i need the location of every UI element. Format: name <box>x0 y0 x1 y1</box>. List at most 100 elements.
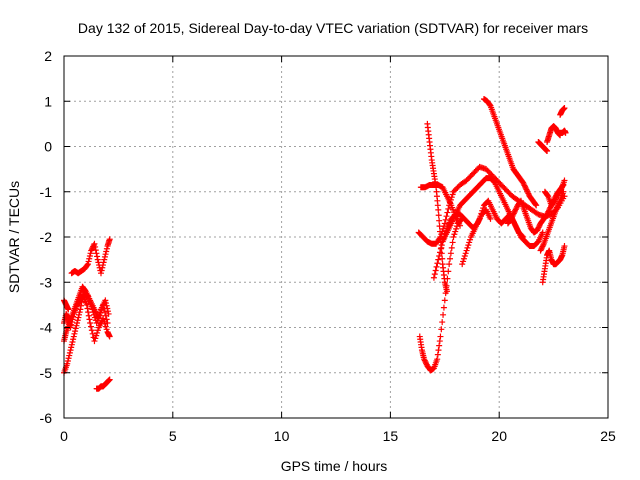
data-point <box>64 360 71 367</box>
y-tick-label: 2 <box>44 48 52 64</box>
data-point <box>85 312 92 319</box>
data-point <box>536 223 543 230</box>
data-point <box>86 255 93 262</box>
data-point <box>467 173 474 180</box>
data-point <box>435 256 442 263</box>
data-point <box>435 212 442 219</box>
data-point <box>445 205 452 212</box>
data-point <box>99 262 106 269</box>
data-point <box>521 182 528 189</box>
data-point <box>520 181 527 188</box>
data-point <box>448 194 455 201</box>
data-point <box>477 213 484 220</box>
data-point <box>532 201 539 208</box>
data-point <box>508 214 515 221</box>
data-point <box>485 168 492 175</box>
data-point <box>96 312 103 319</box>
data-point <box>421 356 428 363</box>
data-point <box>500 183 507 190</box>
data-point <box>554 203 561 210</box>
data-point <box>552 196 559 203</box>
data-point <box>439 319 446 326</box>
data-point <box>78 299 85 306</box>
data-point <box>501 185 508 192</box>
x-tick-label: 15 <box>383 428 399 444</box>
data-point <box>74 317 81 324</box>
data-point <box>561 177 568 184</box>
data-point <box>94 253 101 260</box>
chart-title: Day 132 of 2015, Sidereal Day-to-day VTE… <box>78 20 588 36</box>
data-point <box>534 210 541 217</box>
data-point <box>561 243 568 250</box>
data-point <box>77 306 84 313</box>
data-point <box>88 246 95 253</box>
data-point <box>539 229 546 236</box>
data-point <box>538 246 545 253</box>
data-point <box>106 376 113 383</box>
data-point <box>540 242 547 249</box>
data-point <box>462 250 469 257</box>
data-point <box>103 245 110 252</box>
data-point <box>76 311 83 318</box>
data-point <box>447 255 454 262</box>
data-point <box>524 189 531 196</box>
data-point <box>66 352 73 359</box>
data-point <box>438 242 445 249</box>
data-point <box>522 185 529 192</box>
data-point <box>432 267 439 274</box>
data-point <box>92 243 99 250</box>
data-point <box>436 342 443 349</box>
data-point <box>68 341 75 348</box>
data-point <box>439 255 446 262</box>
data-point <box>498 182 505 189</box>
y-tick-label: -4 <box>40 320 53 336</box>
data-point <box>65 355 72 362</box>
data-point <box>434 351 441 358</box>
data-point <box>508 215 515 222</box>
data-point <box>434 356 441 363</box>
data-point <box>504 187 511 194</box>
sdtvar-trace <box>557 127 569 136</box>
data-point <box>64 357 71 364</box>
data-point <box>538 244 545 251</box>
data-point <box>103 302 110 309</box>
data-point <box>94 256 101 263</box>
data-point <box>534 227 541 234</box>
data-point <box>478 210 485 217</box>
data-point <box>69 338 76 345</box>
data-point <box>484 167 491 174</box>
data-point <box>512 207 519 214</box>
data-point <box>534 225 541 232</box>
data-point <box>451 231 458 238</box>
sdtvar-trace <box>68 236 113 277</box>
data-point <box>546 205 553 212</box>
data-point <box>539 243 546 250</box>
data-point <box>523 186 530 193</box>
data-point <box>85 258 92 265</box>
data-point <box>437 249 444 256</box>
data-point <box>450 234 457 240</box>
data-point <box>502 186 509 193</box>
data-point <box>535 224 542 231</box>
data-point <box>446 261 453 268</box>
x-tick-label: 25 <box>600 428 616 444</box>
data-point <box>562 129 569 136</box>
data-point <box>86 316 93 323</box>
data-point <box>101 320 108 327</box>
data-point <box>74 319 81 326</box>
data-point <box>450 188 457 195</box>
data-point <box>102 251 109 258</box>
data-point <box>449 191 456 198</box>
data-point <box>483 166 490 173</box>
x-tick-labels: 0 5 10 15 20 25 <box>60 428 616 444</box>
y-tick-label: -3 <box>40 274 53 290</box>
data-point <box>68 344 75 351</box>
data-point <box>87 250 94 257</box>
data-point <box>73 322 80 329</box>
data-point <box>561 105 568 112</box>
y-tick-label: 0 <box>44 139 52 155</box>
data-point <box>94 327 101 334</box>
data-point <box>463 177 470 184</box>
data-point <box>461 253 468 260</box>
